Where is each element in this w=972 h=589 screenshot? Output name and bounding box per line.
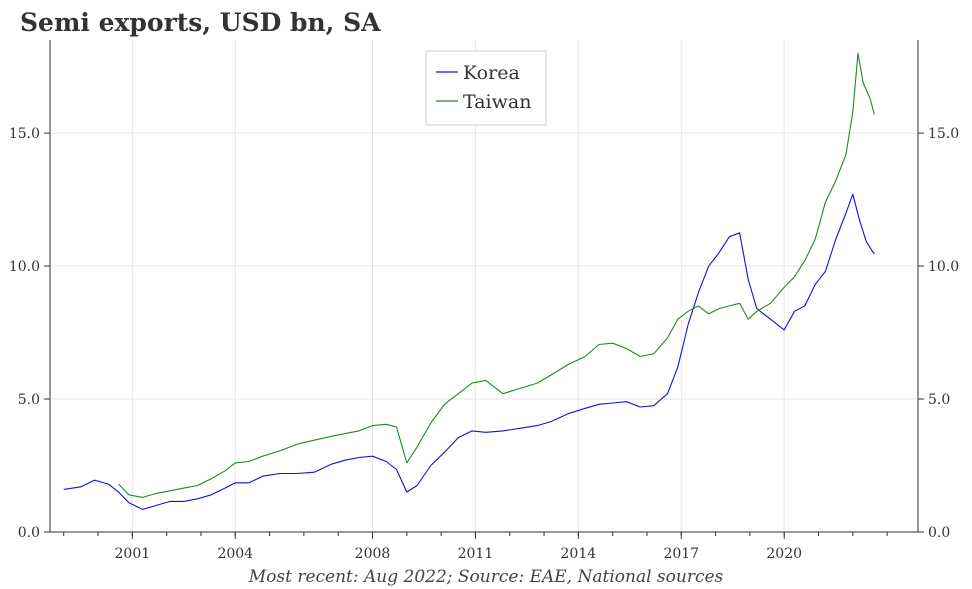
- x-tick-label: 2017: [663, 546, 699, 562]
- legend: Korea Taiwan: [425, 50, 547, 126]
- x-tick-label: 2001: [115, 546, 151, 562]
- legend-box: [425, 50, 547, 126]
- y-tick-label-right: 5.0: [928, 392, 950, 408]
- series-lines: [63, 52, 875, 510]
- y-tick-label-left: 10.0: [9, 259, 40, 275]
- y-tick-label-left: 15.0: [9, 126, 40, 142]
- y-tick-label-right: 15.0: [928, 126, 959, 142]
- x-tick-label: 2008: [355, 546, 391, 562]
- x-tick-label: 2011: [458, 546, 494, 562]
- y-tick-label-left: 5.0: [18, 392, 40, 408]
- x-tick-label: 2004: [217, 546, 253, 562]
- axes: 0.0 0.0 5.0 5.0 10.0 10.0 15.0 15.0 2001 2004 2008…: [9, 40, 959, 562]
- chart-caption: Most recent: Aug 2022; Source: EAE, Nati…: [248, 567, 724, 587]
- legend-label-korea: Korea: [463, 62, 520, 84]
- x-tick-label: 2014: [561, 546, 597, 562]
- x-tick-label: 2020: [766, 546, 802, 562]
- legend-label-taiwan: Taiwan: [463, 91, 531, 113]
- chart-title: Semi exports, USD bn, SA: [20, 8, 381, 37]
- y-tick-label-right: 10.0: [928, 259, 959, 275]
- series-line-korea: [63, 193, 875, 510]
- y-tick-label-right: 0.0: [928, 525, 950, 541]
- series-line-taiwan: [118, 52, 875, 498]
- grid-lines: [50, 40, 918, 533]
- y-tick-label-left: 0.0: [18, 525, 40, 541]
